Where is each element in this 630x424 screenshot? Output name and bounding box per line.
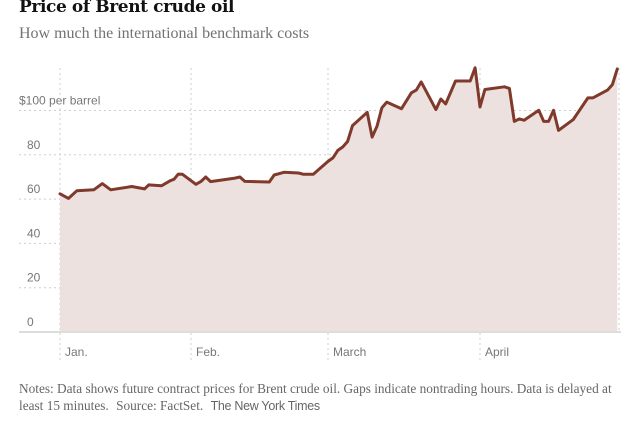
chart-title: Price of Brent crude oil (19, 0, 235, 17)
source-text: Source: FactSet. (116, 398, 204, 413)
x-tick-label: Feb. (196, 345, 220, 359)
y-tick-label: 40 (27, 226, 41, 240)
y-tick-label: 20 (27, 271, 41, 285)
notes-text: Notes: Data shows future contract prices… (19, 381, 612, 413)
y-tick-label: 80 (27, 138, 41, 152)
price-chart: 0 20 40 60 80 $100 per barrel Jan. Feb. March Apr… (19, 66, 621, 362)
price-line (58, 66, 619, 200)
y-tick-label: 0 (27, 315, 34, 329)
y-tick-label: 60 (27, 182, 41, 196)
y-tick-label: $100 per barrel (19, 94, 100, 108)
chart-notes: Notes: Data shows future contract prices… (19, 380, 619, 415)
x-tick-label: March (333, 345, 366, 359)
price-area (60, 67, 618, 333)
x-tick-label: April (485, 345, 509, 359)
x-tick-label: Jan. (65, 345, 88, 359)
chart-subtitle: How much the international benchmark cos… (19, 25, 310, 42)
credit-text: The New York Times (210, 399, 321, 413)
